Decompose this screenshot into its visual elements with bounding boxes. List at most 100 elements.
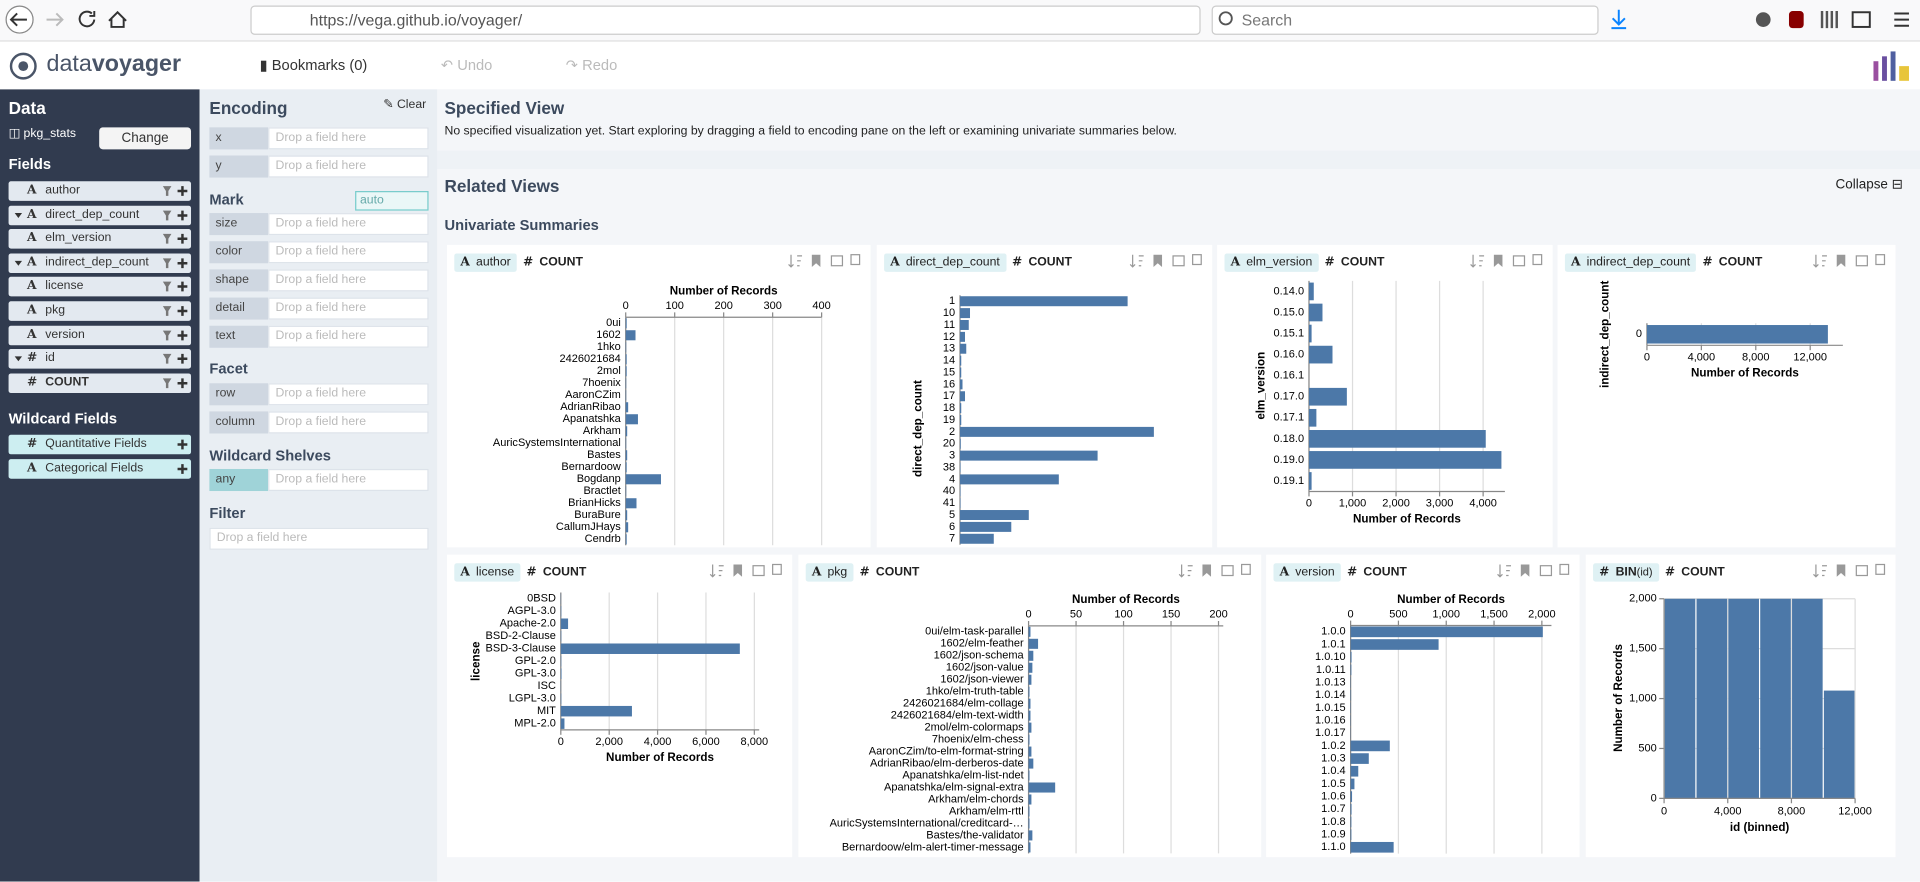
x-tick-label: 0 bbox=[623, 300, 629, 312]
x-tick-label: 100 bbox=[1114, 609, 1132, 621]
bar bbox=[960, 343, 967, 354]
menu-icon[interactable] bbox=[1894, 12, 1909, 27]
url-text: https://vega.github.io/voyager/ bbox=[309, 11, 523, 30]
field-name: Quantitative Fields bbox=[45, 437, 147, 451]
y-tick-label: 1.0.1 bbox=[1321, 638, 1346, 650]
channel-drop[interactable]: Drop a field here bbox=[268, 411, 429, 434]
account-icon[interactable] bbox=[1755, 12, 1771, 27]
url-bar[interactable] bbox=[250, 5, 1201, 35]
y-tick-label: 1.0.16 bbox=[1315, 714, 1346, 726]
measure-type-icon: # bbox=[859, 565, 870, 580]
reader-icon[interactable] bbox=[1851, 11, 1871, 28]
search-bar[interactable] bbox=[1211, 5, 1599, 35]
copy-icon bbox=[772, 563, 782, 575]
card-header: # BIN(id) # COUNT bbox=[1593, 563, 1731, 582]
redo-button[interactable]: ↷ Redo bbox=[565, 56, 618, 74]
clear-button[interactable]: ✎ Clear bbox=[383, 97, 427, 112]
bar bbox=[560, 643, 740, 654]
channel-drop[interactable]: Drop a field here bbox=[268, 383, 429, 406]
channel-drop[interactable]: Drop a field here bbox=[268, 269, 429, 292]
bar bbox=[1028, 830, 1033, 841]
filter-icon bbox=[162, 210, 172, 220]
change-button[interactable]: Change bbox=[99, 127, 192, 150]
ublock-icon[interactable] bbox=[1788, 11, 1804, 29]
measure-pill: # COUNT bbox=[1318, 253, 1390, 271]
x-tick-label: 0 bbox=[1026, 609, 1032, 621]
field-name: license bbox=[476, 565, 515, 580]
y-tick-label: 5 bbox=[949, 509, 955, 521]
y-tick-label: 1hko/elm-truth-table bbox=[926, 686, 1024, 698]
x-tick-label: 150 bbox=[1162, 609, 1180, 621]
channel-label: size bbox=[209, 213, 269, 236]
bar bbox=[960, 379, 963, 390]
table-icon bbox=[1855, 255, 1868, 267]
channel-drop[interactable]: Drop a field here bbox=[268, 127, 429, 150]
dataset-name: ◫ pkg_stats bbox=[8, 127, 76, 141]
field-pill[interactable]: # id bbox=[8, 349, 192, 369]
forward-button[interactable] bbox=[46, 12, 64, 27]
histogram-bar bbox=[1792, 598, 1823, 799]
y-tick-label: 7 bbox=[949, 533, 955, 545]
y-tick-label: BuraBure bbox=[574, 509, 621, 521]
y-tick-label: 1.0.9 bbox=[1321, 829, 1346, 841]
wildcard-pill[interactable]: # Quantitative Fields bbox=[8, 434, 192, 455]
undo-button[interactable]: ↶ Undo bbox=[440, 56, 493, 74]
mark-select[interactable]: auto bbox=[355, 191, 429, 211]
field-name: elm_version bbox=[1246, 255, 1313, 270]
copy-icon bbox=[1875, 563, 1886, 575]
related-title: Related Views bbox=[444, 176, 560, 196]
measure-type-icon: # bbox=[1012, 255, 1023, 270]
channel-drop[interactable]: Drop a field here bbox=[268, 213, 429, 236]
channel-drop[interactable]: Drop a field here bbox=[268, 155, 429, 178]
filter-drop[interactable]: Drop a field here bbox=[209, 527, 429, 550]
bar bbox=[625, 318, 627, 329]
y-tick-label: 2426021684/elm-text-width bbox=[891, 710, 1024, 722]
bar bbox=[1028, 674, 1032, 685]
copy-icon bbox=[850, 254, 861, 266]
card-actions bbox=[1470, 254, 1543, 268]
y-tick-label: 2 bbox=[949, 426, 955, 438]
x-tick-label: 50 bbox=[1070, 609, 1082, 621]
caret-shape bbox=[14, 356, 23, 362]
channel-drop[interactable]: Drop a field here bbox=[268, 325, 429, 348]
pill-actions bbox=[162, 330, 188, 340]
channel-drop[interactable]: Drop a field here bbox=[268, 241, 429, 264]
channel-drop[interactable]: Drop a field here bbox=[268, 468, 429, 492]
y-tick-label: Arkham bbox=[583, 425, 621, 437]
reload-button[interactable] bbox=[78, 10, 96, 28]
browser-icons bbox=[5, 5, 1909, 35]
bar bbox=[1350, 829, 1352, 840]
field-pill[interactable]: # COUNT bbox=[8, 373, 192, 393]
wildcard-pill[interactable]: A Categorical Fields bbox=[8, 458, 192, 479]
bookmark-icon bbox=[1493, 254, 1503, 267]
field-pill[interactable]: # BIN(id) bbox=[1593, 563, 1659, 582]
x-tick-label: 500 bbox=[1389, 608, 1407, 620]
bookmarks-button[interactable]: ▮ Bookmarks (0) bbox=[259, 56, 368, 74]
collapse-button[interactable]: Collapse ⊟ bbox=[1835, 177, 1903, 193]
library-icon[interactable] bbox=[1820, 11, 1838, 29]
measure-name: COUNT bbox=[1340, 255, 1385, 270]
bar bbox=[1646, 325, 1828, 344]
y-tick-label: 11 bbox=[944, 319, 955, 331]
channel-drop[interactable]: Drop a field here bbox=[268, 297, 429, 320]
bar bbox=[1028, 806, 1030, 817]
downloads-icon[interactable] bbox=[1611, 9, 1627, 30]
field-type-icon: A bbox=[460, 255, 470, 270]
home-button[interactable] bbox=[108, 10, 127, 28]
bar bbox=[960, 296, 1128, 307]
table-icon bbox=[1221, 565, 1234, 577]
